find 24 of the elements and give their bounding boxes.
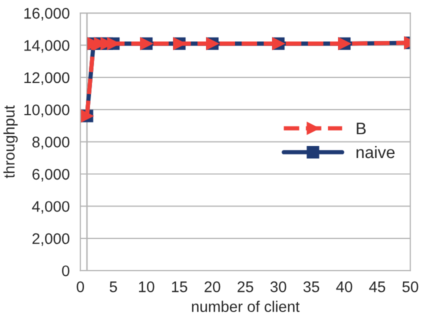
y-tick-label: 2,000 bbox=[32, 233, 70, 246]
x-tick-label: 20 bbox=[204, 281, 220, 292]
y-axis-title: throughput bbox=[3, 105, 18, 178]
y-tick-label: 10,000 bbox=[24, 104, 70, 118]
x-tick-label: 5 bbox=[110, 282, 117, 292]
x-axis-title: number of client bbox=[192, 300, 300, 312]
y-tick-label: 14,000 bbox=[24, 40, 70, 53]
legend-label: naive bbox=[356, 146, 395, 158]
x-tick-label: 45 bbox=[369, 282, 386, 292]
y-tick-label: 8,000 bbox=[32, 136, 70, 150]
legend-label: B bbox=[356, 122, 366, 134]
x-tick-label: 15 bbox=[172, 282, 188, 292]
y-tick-label: 4,000 bbox=[32, 201, 70, 214]
y-tick-label: 6,000 bbox=[32, 168, 70, 182]
x-tick-label: 30 bbox=[270, 281, 286, 292]
x-tick-label: 25 bbox=[238, 281, 254, 292]
x-tick-label: 50 bbox=[402, 281, 418, 292]
y-tick-label: 0 bbox=[62, 265, 70, 276]
y-tick-label: 12,000 bbox=[24, 72, 70, 85]
y-tick-label: 16,000 bbox=[24, 8, 70, 21]
x-tick-label: 40 bbox=[336, 281, 352, 292]
x-tick-label: 0 bbox=[76, 281, 84, 292]
x-tick-label: 35 bbox=[303, 281, 320, 292]
x-tick-label: 10 bbox=[139, 281, 154, 292]
